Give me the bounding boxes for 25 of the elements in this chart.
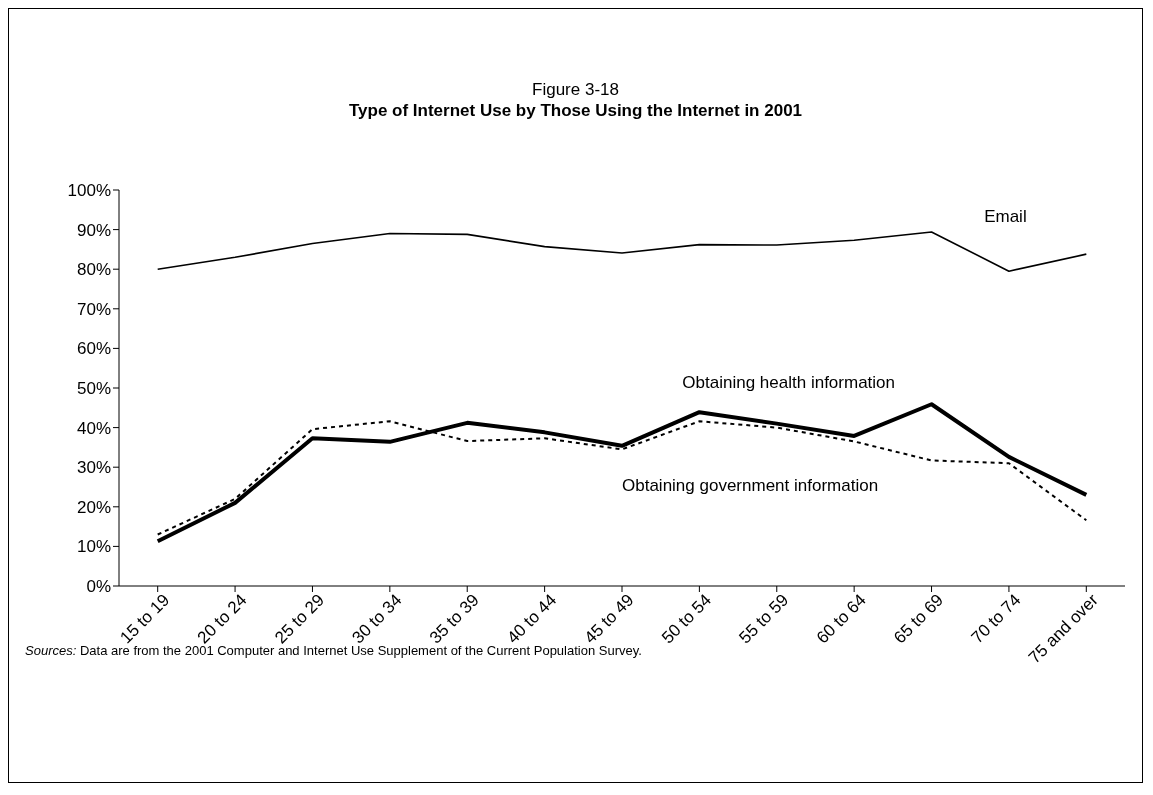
line-series <box>155 402 1089 544</box>
series-label: Obtaining government information <box>622 475 879 495</box>
series-label: Obtaining health information <box>682 373 895 392</box>
y-tick-label: 10% <box>76 537 111 557</box>
y-tick-label: 90% <box>76 220 111 240</box>
chart-title: Figure 3-18 <box>531 79 620 100</box>
y-tick-label: 100% <box>67 181 111 201</box>
y-tick-label: 50% <box>76 379 111 399</box>
x-tick-label: 65 to 69 <box>890 590 948 648</box>
x-tick-label: 60 to 64 <box>812 590 870 648</box>
x-tick-label: 70 to 74 <box>967 590 1025 648</box>
x-tick-label: 55 to 59 <box>735 590 793 648</box>
x-tick-label: 75 and over <box>1024 590 1103 668</box>
y-tick-label: 0% <box>86 577 111 597</box>
y-tick-label: 20% <box>76 497 111 517</box>
y-tick-label: 30% <box>76 458 111 478</box>
x-tick-label: 50 to 54 <box>658 590 715 648</box>
source-note: Sources: Data are from the 2001 Computer and Internet Use Supplement of the Current Population Survey. <box>25 643 642 658</box>
y-tick-label: 80% <box>76 260 111 280</box>
chart-subtitle: Type of Internet Use by Those Using the Internet in 2001 <box>347 100 804 121</box>
y-tick-label: 70% <box>76 299 111 319</box>
y-tick-label: 40% <box>76 418 111 438</box>
y-tick-label: 60% <box>76 339 111 359</box>
series-label: Email <box>984 206 1027 226</box>
line-series <box>156 231 1088 272</box>
